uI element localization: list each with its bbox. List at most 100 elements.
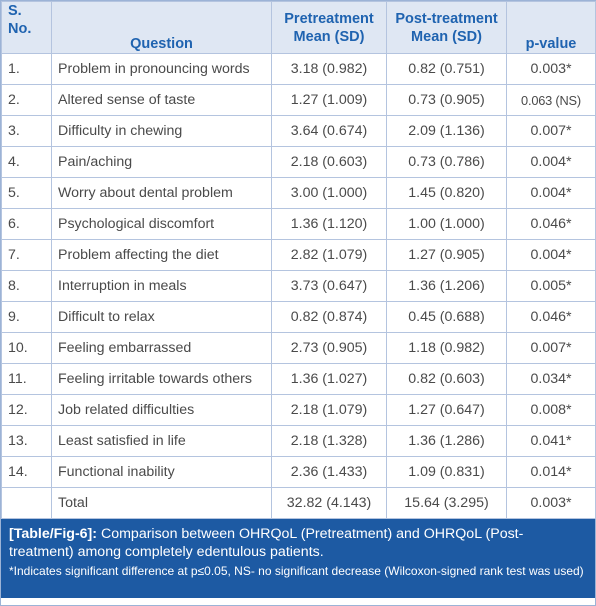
- header-pretreatment: Pretreatment Mean (SD): [271, 1, 387, 54]
- cell-question: Psychological discomfort: [51, 208, 272, 240]
- caption-footnote: *Indicates significant difference at p≤0…: [9, 564, 584, 578]
- cell-question: Difficult to relax: [51, 301, 272, 333]
- cell-pretreatment: 2.73 (0.905): [271, 332, 387, 364]
- total-row: Total 32.82 (4.143) 15.64 (3.295) 0.003*: [1, 487, 596, 519]
- cell-post-treatment: 0.73 (0.786): [386, 146, 507, 178]
- table-row: 2. Altered sense of taste 1.27 (1.009) 0…: [1, 84, 596, 116]
- cell-post-treatment: 1.36 (1.206): [386, 270, 507, 302]
- table-row: 3. Difficulty in chewing 3.64 (0.674) 2.…: [1, 115, 596, 147]
- cell-p-value: 0.004*: [506, 177, 596, 209]
- cell-sno: 4.: [1, 146, 52, 178]
- cell-sno: 10.: [1, 332, 52, 364]
- table-row: 1. Problem in pronouncing words 3.18 (0.…: [1, 53, 596, 85]
- cell-post-treatment: 1.00 (1.000): [386, 208, 507, 240]
- cell-post-treatment: 1.45 (0.820): [386, 177, 507, 209]
- table-row: 12. Job related difficulties 2.18 (1.079…: [1, 394, 596, 426]
- cell-sno: 12.: [1, 394, 52, 426]
- cell-sno: 14.: [1, 456, 52, 488]
- caption-label: [Table/Fig-6]:: [9, 526, 98, 542]
- cell-p-value: 0.004*: [506, 239, 596, 271]
- cell-sno: 11.: [1, 363, 52, 395]
- cell-p-value: 0.046*: [506, 301, 596, 333]
- table-row: 8. Interruption in meals 3.73 (0.647) 1.…: [1, 270, 596, 302]
- cell-question: Feeling embarrassed: [51, 332, 272, 364]
- cell-post-treatment: 0.73 (0.905): [386, 84, 507, 116]
- cell-sno: 1.: [1, 53, 52, 85]
- cell-question: Altered sense of taste: [51, 84, 272, 116]
- caption-text: Comparison between OHRQoL (Pretreatment)…: [9, 526, 524, 560]
- cell-question: Total: [51, 487, 272, 519]
- cell-question: Interruption in meals: [51, 270, 272, 302]
- cell-post-treatment: 1.27 (0.647): [386, 394, 507, 426]
- cell-sno: 5.: [1, 177, 52, 209]
- cell-p-value: 0.034*: [506, 363, 596, 395]
- cell-pretreatment: 1.36 (1.027): [271, 363, 387, 395]
- cell-p-value: 0.014*: [506, 456, 596, 488]
- cell-pretreatment: 3.73 (0.647): [271, 270, 387, 302]
- table-row: 10. Feeling embarrassed 2.73 (0.905) 1.1…: [1, 332, 596, 364]
- cell-sno: 13.: [1, 425, 52, 457]
- cell-p-value: 0.003*: [506, 53, 596, 85]
- cell-p-value: 0.046*: [506, 208, 596, 240]
- cell-pretreatment: 2.18 (1.328): [271, 425, 387, 457]
- cell-pretreatment: 32.82 (4.143): [271, 487, 387, 519]
- cell-pretreatment: 2.18 (1.079): [271, 394, 387, 426]
- cell-post-treatment: 2.09 (1.136): [386, 115, 507, 147]
- table-row: 13. Least satisfied in life 2.18 (1.328)…: [1, 425, 596, 457]
- table-caption: [Table/Fig-6]: Comparison between OHRQoL…: [1, 519, 595, 598]
- cell-pretreatment: 2.18 (0.603): [271, 146, 387, 178]
- cell-question: Job related difficulties: [51, 394, 272, 426]
- cell-pretreatment: 3.18 (0.982): [271, 53, 387, 85]
- cell-question: Problem in pronouncing words: [51, 53, 272, 85]
- cell-post-treatment: 0.45 (0.688): [386, 301, 507, 333]
- cell-sno: 7.: [1, 239, 52, 271]
- cell-sno: 9.: [1, 301, 52, 333]
- cell-question: Feeling irritable towards others: [51, 363, 272, 395]
- cell-sno: [1, 487, 52, 519]
- header-post-treatment: Post-treatment Mean (SD): [386, 1, 507, 54]
- cell-p-value: 0.008*: [506, 394, 596, 426]
- header-question: Question: [51, 1, 272, 54]
- cell-pretreatment: 0.82 (0.874): [271, 301, 387, 333]
- ohrqol-table: S. No. Question Pretreatment Mean (SD) Pos…: [1, 1, 596, 519]
- header-sno: S. No.: [1, 1, 52, 54]
- table-row: 7. Problem affecting the diet 2.82 (1.07…: [1, 239, 596, 271]
- cell-question: Functional inability: [51, 456, 272, 488]
- cell-p-value: 0.041*: [506, 425, 596, 457]
- header-p-value: p-value: [506, 1, 596, 54]
- cell-pretreatment: 3.00 (1.000): [271, 177, 387, 209]
- cell-sno: 3.: [1, 115, 52, 147]
- cell-question: Pain/aching: [51, 146, 272, 178]
- cell-sno: 8.: [1, 270, 52, 302]
- cell-p-value: 0.005*: [506, 270, 596, 302]
- cell-pretreatment: 1.36 (1.120): [271, 208, 387, 240]
- caption-main: [Table/Fig-6]: Comparison between OHRQoL…: [9, 525, 587, 561]
- cell-p-value: 0.007*: [506, 115, 596, 147]
- cell-p-value: 0.007*: [506, 332, 596, 364]
- header-row: S. No. Question Pretreatment Mean (SD) Pos…: [1, 1, 596, 54]
- cell-post-treatment: 0.82 (0.603): [386, 363, 507, 395]
- cell-question: Problem affecting the diet: [51, 239, 272, 271]
- cell-pretreatment: 1.27 (1.009): [271, 84, 387, 116]
- cell-sno: 6.: [1, 208, 52, 240]
- table-body: 1. Problem in pronouncing words 3.18 (0.…: [1, 53, 596, 519]
- cell-pretreatment: 2.36 (1.433): [271, 456, 387, 488]
- cell-post-treatment: 1.27 (0.905): [386, 239, 507, 271]
- cell-post-treatment: 15.64 (3.295): [386, 487, 507, 519]
- cell-p-value: 0.003*: [506, 487, 596, 519]
- cell-post-treatment: 1.18 (0.982): [386, 332, 507, 364]
- cell-post-treatment: 0.82 (0.751): [386, 53, 507, 85]
- table-row: 9. Difficult to relax 0.82 (0.874) 0.45 …: [1, 301, 596, 333]
- cell-question: Least satisfied in life: [51, 425, 272, 457]
- table-row: 6. Psychological discomfort 1.36 (1.120)…: [1, 208, 596, 240]
- table-row: 14. Functional inability 2.36 (1.433) 1.…: [1, 456, 596, 488]
- cell-post-treatment: 1.36 (1.286): [386, 425, 507, 457]
- cell-pretreatment: 3.64 (0.674): [271, 115, 387, 147]
- cell-pretreatment: 2.82 (1.079): [271, 239, 387, 271]
- cell-question: Worry about dental problem: [51, 177, 272, 209]
- cell-question: Difficulty in chewing: [51, 115, 272, 147]
- cell-p-value: 0.063 (NS): [506, 84, 596, 116]
- cell-sno: 2.: [1, 84, 52, 116]
- cell-post-treatment: 1.09 (0.831): [386, 456, 507, 488]
